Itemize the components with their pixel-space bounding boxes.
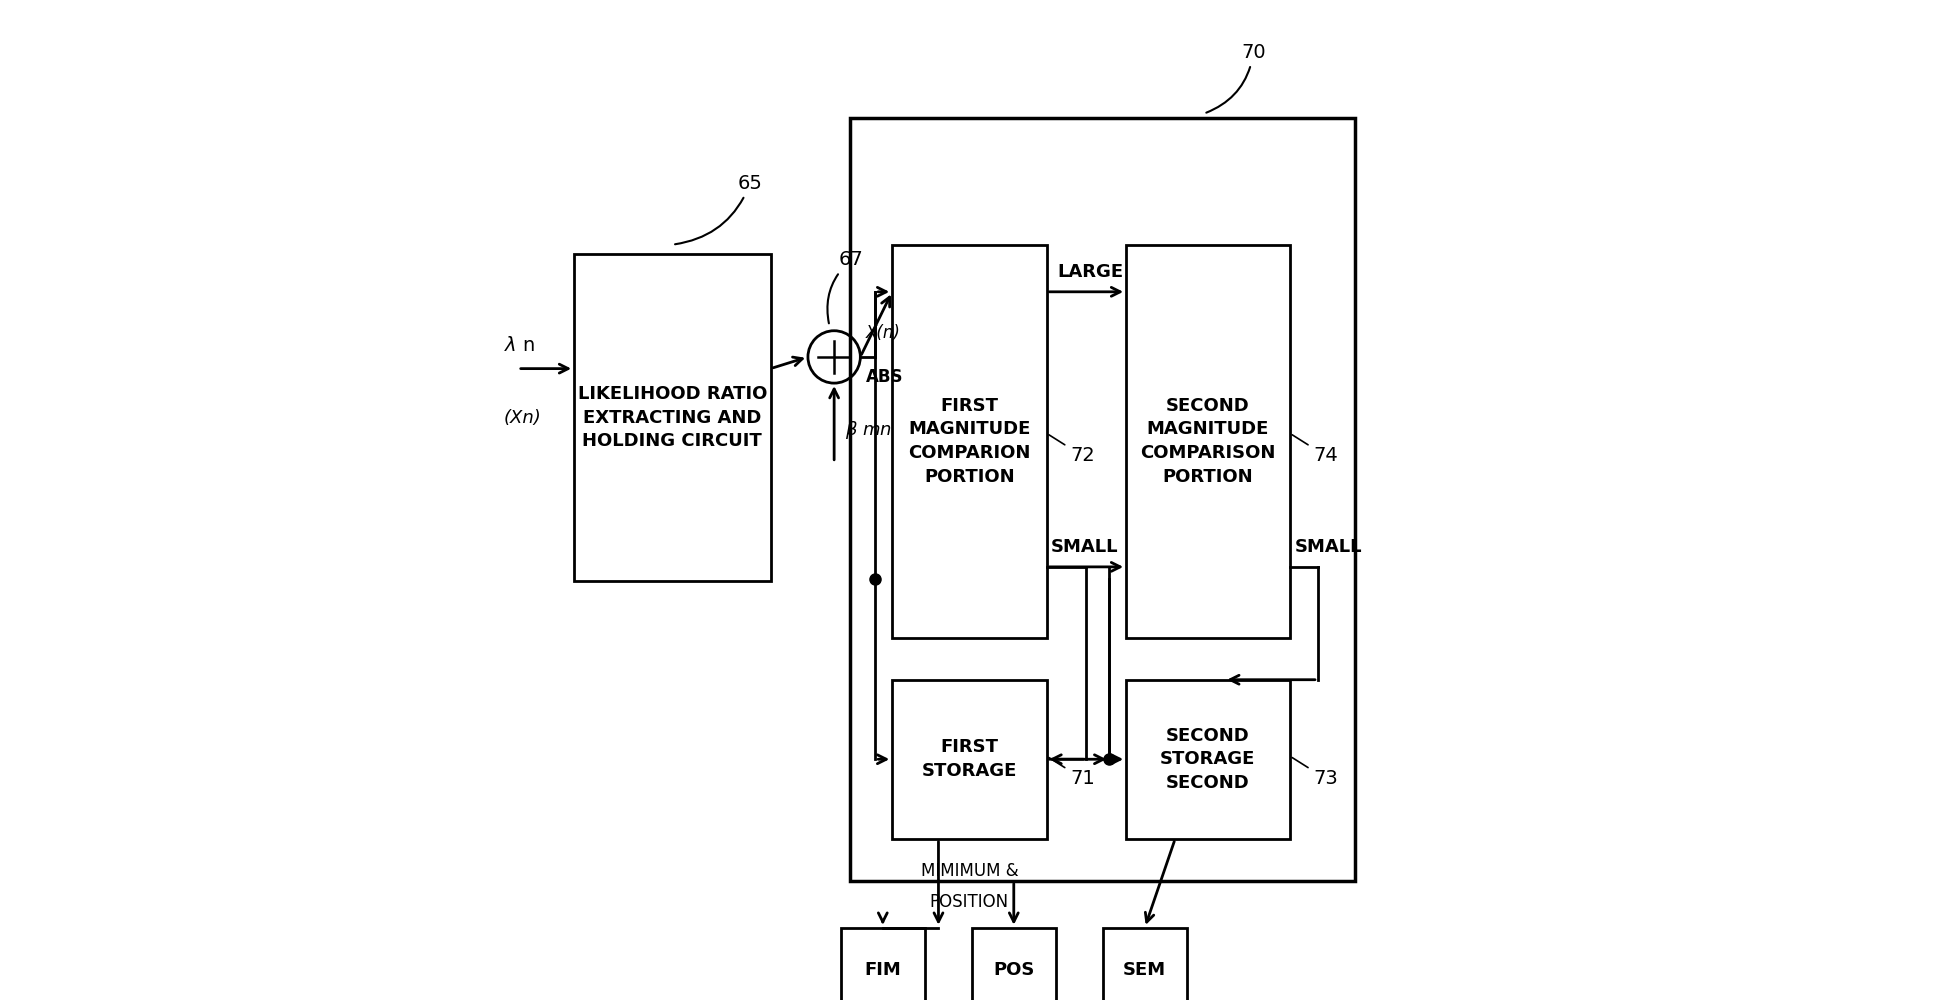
Text: ABS: ABS — [866, 368, 903, 386]
Text: POS: POS — [992, 961, 1035, 979]
FancyBboxPatch shape — [892, 245, 1046, 638]
Text: LIKELIHOOD RATIO
EXTRACTING AND
HOLDING CIRCUIT: LIKELIHOOD RATIO EXTRACTING AND HOLDING … — [578, 385, 768, 450]
Text: 65: 65 — [675, 174, 762, 244]
Text: (Xn): (Xn) — [505, 409, 542, 427]
FancyBboxPatch shape — [1102, 928, 1187, 1000]
FancyBboxPatch shape — [1126, 680, 1290, 839]
Text: 71: 71 — [1048, 758, 1095, 788]
Text: FIRST
STORAGE: FIRST STORAGE — [923, 738, 1017, 780]
Text: LARGE: LARGE — [1058, 263, 1124, 281]
Text: X(n): X(n) — [866, 324, 901, 342]
Text: SMALL: SMALL — [1294, 538, 1362, 556]
Text: POSITION: POSITION — [930, 893, 1010, 911]
FancyBboxPatch shape — [574, 254, 770, 581]
Text: FIM: FIM — [864, 961, 901, 979]
Text: SMALL: SMALL — [1052, 538, 1118, 556]
FancyBboxPatch shape — [892, 680, 1046, 839]
Text: MIMIMUM &: MIMIMUM & — [921, 862, 1017, 880]
FancyBboxPatch shape — [971, 928, 1056, 1000]
Text: SEM: SEM — [1124, 961, 1166, 979]
Text: 74: 74 — [1292, 435, 1338, 465]
Text: 73: 73 — [1292, 758, 1338, 788]
Text: 70: 70 — [1207, 43, 1265, 113]
Text: SECOND
MAGNITUDE
COMPARISON
PORTION: SECOND MAGNITUDE COMPARISON PORTION — [1141, 397, 1276, 486]
Text: $\beta$ mn: $\beta$ mn — [845, 419, 892, 441]
Text: 72: 72 — [1048, 435, 1095, 465]
FancyBboxPatch shape — [1126, 245, 1290, 638]
Text: SECOND
STORAGE
SECOND: SECOND STORAGE SECOND — [1160, 727, 1255, 792]
Text: 67: 67 — [828, 250, 864, 323]
Text: FIRST
MAGNITUDE
COMPARION
PORTION: FIRST MAGNITUDE COMPARION PORTION — [909, 397, 1031, 486]
Text: $\lambda$ n: $\lambda$ n — [505, 336, 536, 355]
FancyBboxPatch shape — [851, 118, 1356, 881]
FancyBboxPatch shape — [841, 928, 924, 1000]
